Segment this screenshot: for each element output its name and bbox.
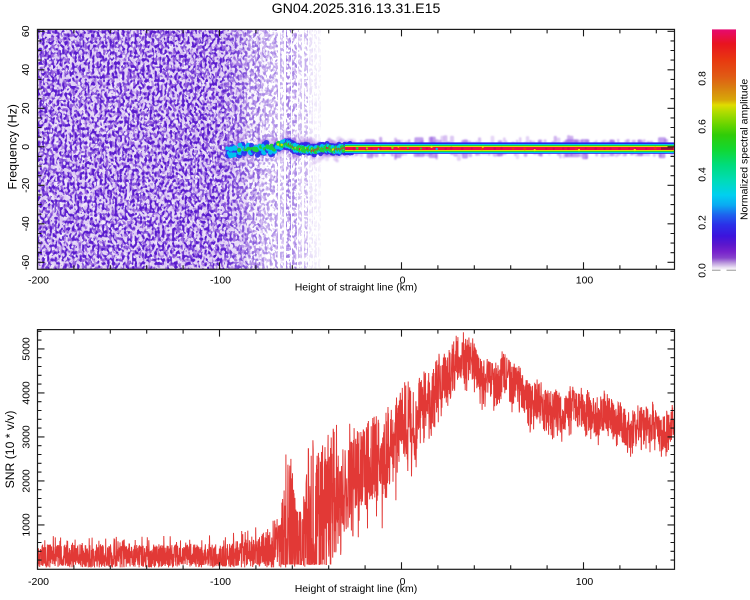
svg-text:0: 0 bbox=[400, 275, 406, 287]
svg-text:100: 100 bbox=[576, 576, 594, 588]
svg-text:60: 60 bbox=[20, 25, 32, 37]
svg-text:0.2: 0.2 bbox=[697, 215, 709, 230]
svg-text:-60: -60 bbox=[20, 255, 32, 270]
svg-text:Frequency (Hz): Frequency (Hz) bbox=[6, 104, 20, 189]
svg-text:0: 0 bbox=[20, 144, 32, 150]
svg-text:40: 40 bbox=[20, 64, 32, 76]
svg-text:0.4: 0.4 bbox=[697, 167, 709, 182]
svg-text:5000: 5000 bbox=[21, 337, 33, 361]
svg-text:-40: -40 bbox=[20, 216, 32, 231]
svg-text:0: 0 bbox=[400, 576, 406, 588]
svg-text:Height of straight line (km): Height of straight line (km) bbox=[295, 281, 418, 293]
svg-text:-100: -100 bbox=[210, 275, 231, 287]
svg-text:-200: -200 bbox=[28, 576, 49, 588]
svg-text:-20: -20 bbox=[20, 178, 32, 193]
svg-text:-100: -100 bbox=[210, 576, 231, 588]
svg-text:0.8: 0.8 bbox=[697, 71, 709, 86]
svg-text:100: 100 bbox=[576, 275, 594, 287]
svg-text:0.6: 0.6 bbox=[697, 119, 709, 134]
svg-text:-200: -200 bbox=[28, 275, 49, 287]
svg-text:Height of straight line (km): Height of straight line (km) bbox=[295, 583, 418, 595]
svg-text:SNR (10 * v/v): SNR (10 * v/v) bbox=[3, 411, 17, 489]
svg-text:4000: 4000 bbox=[21, 381, 33, 405]
svg-text:GN04.2025.316.13.31.E15: GN04.2025.316.13.31.E15 bbox=[272, 1, 441, 17]
svg-text:2000: 2000 bbox=[21, 469, 33, 493]
svg-text:Normalized spectral amplitude: Normalized spectral amplitude bbox=[738, 79, 750, 220]
svg-text:3000: 3000 bbox=[21, 425, 33, 449]
svg-text:0.0: 0.0 bbox=[697, 263, 709, 278]
svg-text:20: 20 bbox=[20, 102, 32, 114]
svg-text:1000: 1000 bbox=[21, 513, 33, 537]
